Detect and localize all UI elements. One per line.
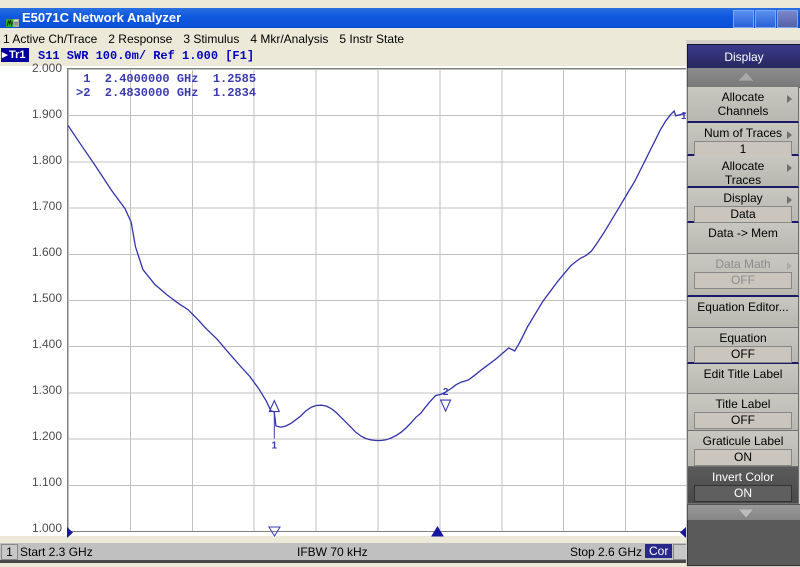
svg-text:1: 1 (272, 441, 278, 452)
svg-text:2: 2 (443, 387, 449, 398)
